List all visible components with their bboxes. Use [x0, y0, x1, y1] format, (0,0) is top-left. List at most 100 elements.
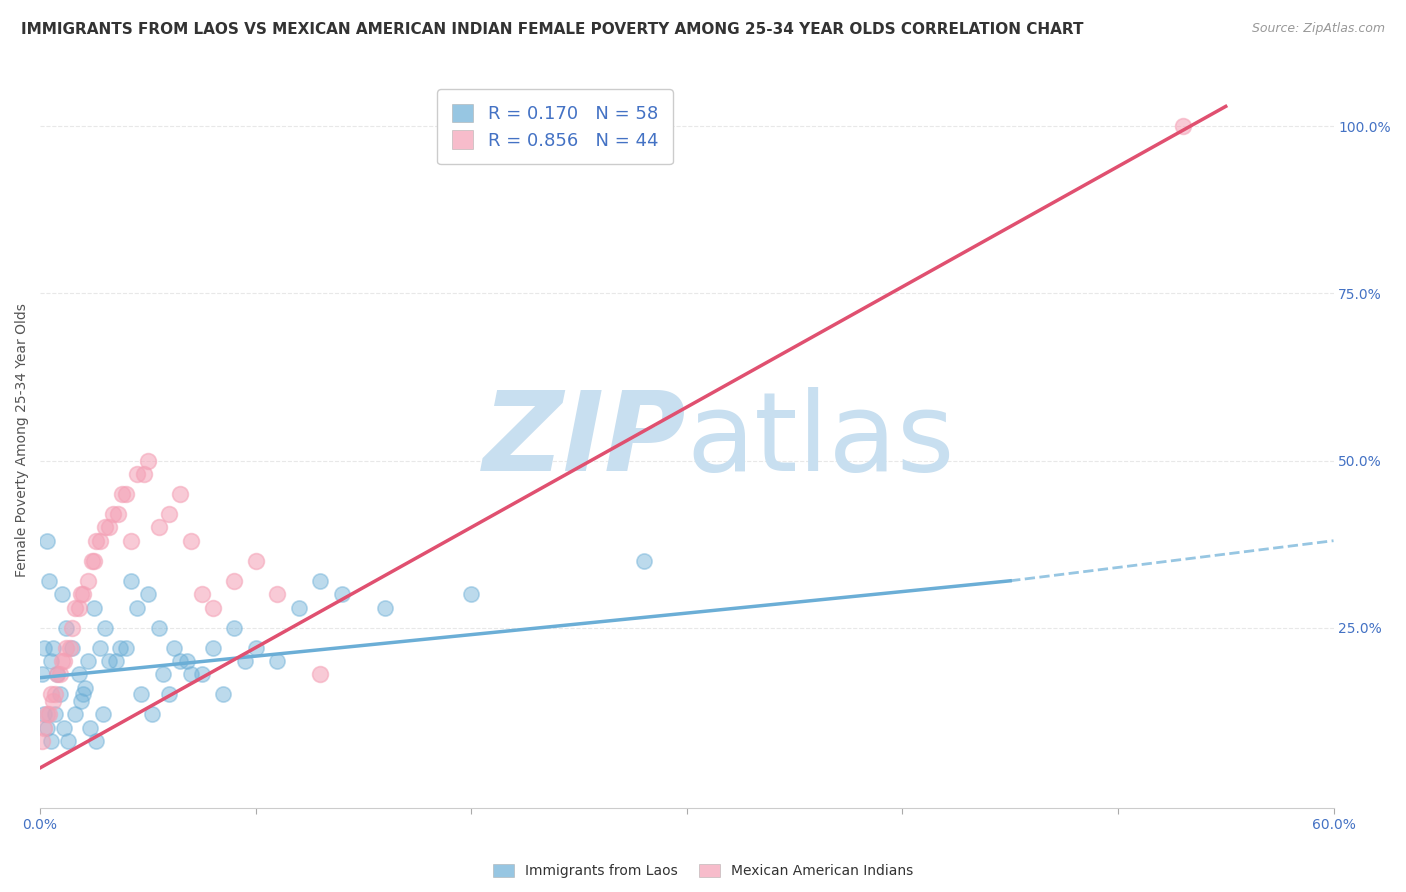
- Point: [136, 453, 159, 467]
- Point: [44, 707, 66, 722]
- Point: [460, 587, 482, 601]
- Point: [201, 640, 224, 655]
- Point: [131, 687, 153, 701]
- Point: [70, 587, 93, 601]
- Point: [148, 520, 170, 534]
- Point: [42, 640, 65, 655]
- Point: [1171, 120, 1194, 134]
- Point: [35, 533, 58, 548]
- Point: [56, 734, 79, 748]
- Point: [38, 707, 60, 722]
- Point: [51, 654, 73, 668]
- Point: [104, 654, 127, 668]
- Point: [76, 574, 98, 588]
- Point: [180, 667, 202, 681]
- Legend: Immigrants from Laos, Mexican American Indians: Immigrants from Laos, Mexican American I…: [486, 857, 920, 885]
- Point: [115, 640, 138, 655]
- Point: [330, 587, 353, 601]
- Point: [39, 687, 62, 701]
- Point: [245, 554, 267, 568]
- Point: [55, 621, 77, 635]
- Point: [159, 687, 181, 701]
- Point: [148, 621, 170, 635]
- Point: [94, 621, 117, 635]
- Point: [309, 574, 332, 588]
- Point: [76, 654, 98, 668]
- Point: [39, 734, 62, 748]
- Point: [84, 734, 107, 748]
- Point: [89, 640, 111, 655]
- Text: IMMIGRANTS FROM LAOS VS MEXICAN AMERICAN INDIAN FEMALE POVERTY AMONG 25-34 YEAR : IMMIGRANTS FROM LAOS VS MEXICAN AMERICAN…: [21, 22, 1084, 37]
- Point: [67, 600, 90, 615]
- Point: [83, 554, 105, 568]
- Point: [75, 681, 97, 695]
- Legend: R = 0.170   N = 58, R = 0.856   N = 44: R = 0.170 N = 58, R = 0.856 N = 44: [437, 89, 672, 164]
- Point: [141, 707, 163, 722]
- Y-axis label: Female Poverty Among 25-34 Year Olds: Female Poverty Among 25-34 Year Olds: [15, 303, 30, 577]
- Point: [83, 600, 105, 615]
- Point: [79, 721, 101, 735]
- Point: [111, 487, 134, 501]
- Point: [191, 667, 214, 681]
- Point: [127, 467, 149, 481]
- Point: [169, 654, 191, 668]
- Point: [180, 533, 202, 548]
- Point: [159, 507, 181, 521]
- Point: [212, 687, 235, 701]
- Point: [103, 507, 125, 521]
- Point: [55, 640, 77, 655]
- Point: [31, 667, 53, 681]
- Text: ZIP: ZIP: [484, 387, 686, 494]
- Point: [44, 687, 66, 701]
- Point: [152, 667, 174, 681]
- Point: [48, 667, 70, 681]
- Point: [201, 600, 224, 615]
- Point: [34, 640, 56, 655]
- Point: [46, 667, 69, 681]
- Point: [62, 640, 84, 655]
- Point: [98, 654, 121, 668]
- Point: [136, 587, 159, 601]
- Text: Source: ZipAtlas.com: Source: ZipAtlas.com: [1251, 22, 1385, 36]
- Point: [38, 574, 60, 588]
- Point: [266, 654, 288, 668]
- Point: [91, 707, 114, 722]
- Point: [266, 587, 288, 601]
- Point: [120, 574, 142, 588]
- Point: [52, 654, 75, 668]
- Point: [98, 520, 121, 534]
- Point: [31, 734, 53, 748]
- Point: [163, 640, 186, 655]
- Point: [84, 533, 107, 548]
- Point: [288, 600, 311, 615]
- Point: [63, 600, 86, 615]
- Point: [224, 574, 246, 588]
- Point: [191, 587, 214, 601]
- Point: [35, 707, 58, 722]
- Point: [67, 667, 90, 681]
- Point: [80, 554, 103, 568]
- Point: [62, 621, 84, 635]
- Point: [94, 520, 117, 534]
- Point: [633, 554, 655, 568]
- Point: [132, 467, 155, 481]
- Point: [34, 721, 56, 735]
- Text: atlas: atlas: [686, 387, 955, 494]
- Point: [70, 694, 93, 708]
- Point: [48, 687, 70, 701]
- Point: [42, 694, 65, 708]
- Point: [89, 533, 111, 548]
- Point: [176, 654, 198, 668]
- Point: [233, 654, 256, 668]
- Point: [108, 640, 131, 655]
- Point: [115, 487, 138, 501]
- Point: [309, 667, 332, 681]
- Point: [59, 640, 82, 655]
- Point: [127, 600, 149, 615]
- Point: [107, 507, 129, 521]
- Point: [51, 587, 73, 601]
- Point: [169, 487, 191, 501]
- Point: [72, 687, 94, 701]
- Point: [63, 707, 86, 722]
- Point: [34, 707, 56, 722]
